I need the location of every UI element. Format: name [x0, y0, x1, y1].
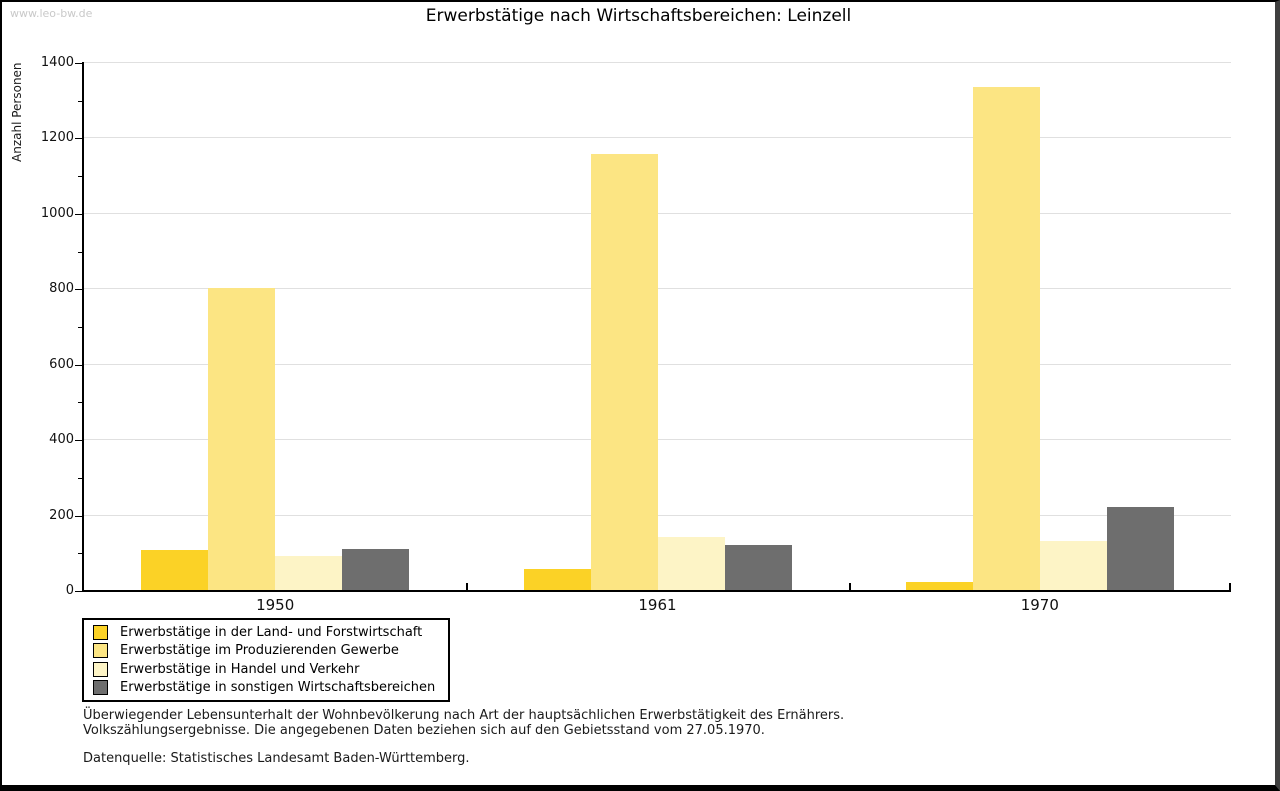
gridline-600 [84, 363, 1231, 365]
legend-item-1: Erwerbstätige in der Land- und Forstwirt… [93, 624, 448, 640]
gridline-1200 [84, 137, 1231, 139]
y-minor-tick [78, 251, 82, 253]
gridline-800 [84, 288, 1231, 290]
y-major-tick [75, 440, 82, 442]
y-minor-tick [78, 477, 82, 479]
x-tick-label-1950: 1950 [256, 596, 295, 614]
bar-1961-series3 [657, 537, 725, 590]
bar-1970-series2 [972, 86, 1040, 590]
x-axis-tick [848, 583, 851, 590]
legend-swatch-icon [93, 661, 108, 677]
bar-1961-series4 [724, 544, 792, 590]
legend-label: Erwerbstätige in sonstigen Wirtschaftsbe… [120, 680, 436, 696]
x-axis-tick [466, 583, 469, 590]
y-major-tick [75, 591, 82, 592]
x-tick-label-1961: 1961 [638, 596, 677, 614]
gridline-1400 [84, 62, 1231, 63]
y-minor-tick [78, 402, 82, 404]
x-axis-labels: 1950 1961 1970 [84, 596, 1231, 614]
legend-label: Erwerbstätige im Produzierenden Gewerbe [120, 643, 399, 659]
bar-1950-series1 [141, 550, 209, 590]
gridline-1000 [84, 212, 1231, 214]
y-major-tick [75, 515, 82, 517]
gridline-400 [84, 439, 1231, 441]
footer-notes: Überwiegender Lebensunterhalt der Wohnbe… [83, 708, 844, 766]
y-major-tick [75, 213, 82, 215]
footer-line-2: Volkszählungsergebnisse. Die angegebenen… [83, 723, 765, 738]
footer-line-1: Überwiegender Lebensunterhalt der Wohnbe… [83, 708, 845, 723]
y-tick-label-400: 400 [49, 432, 74, 448]
legend: Erwerbstätige in der Land- und Forstwirt… [82, 618, 450, 702]
y-minor-tick [78, 176, 82, 178]
y-tick-label-200: 200 [49, 507, 74, 523]
bar-1970-series1 [905, 582, 973, 590]
y-major-tick [75, 289, 82, 291]
legend-label: Erwerbstätige in Handel und Verkehr [120, 661, 360, 677]
y-tick-label-800: 800 [49, 281, 74, 297]
legend-item-2: Erwerbstätige im Produzierenden Gewerbe [93, 643, 448, 659]
y-tick-label-1200: 1200 [40, 130, 74, 146]
y-tick-label-0: 0 [65, 583, 74, 598]
y-tick-label-1400: 1400 [40, 55, 74, 70]
x-tick-label-1970: 1970 [1020, 596, 1059, 614]
bar-1950-series4 [342, 548, 410, 590]
y-major-tick [75, 138, 82, 140]
bar-1961-series1 [523, 569, 591, 590]
legend-swatch-icon [93, 624, 108, 640]
legend-item-3: Erwerbstätige in Handel und Verkehr [93, 661, 448, 677]
bar-1950-series2 [208, 288, 276, 590]
y-minor-tick [78, 100, 82, 102]
bar-1961-series2 [590, 154, 658, 590]
y-major-tick [75, 364, 82, 366]
y-tick-label-600: 600 [49, 356, 74, 372]
legend-swatch-icon [93, 680, 108, 696]
legend-item-4: Erwerbstätige in sonstigen Wirtschaftsbe… [93, 680, 448, 696]
bar-1950-series3 [275, 556, 343, 590]
y-tick-label-1000: 1000 [40, 205, 74, 221]
legend-label: Erwerbstätige in der Land- und Forstwirt… [120, 624, 423, 640]
y-major-tick [75, 63, 82, 64]
watermark: www.leo-bw.de [10, 7, 93, 20]
y-minor-tick [78, 327, 82, 328]
chart-title: Erwerbstätige nach Wirtschaftsbereichen:… [425, 6, 852, 26]
gridline-200 [84, 514, 1231, 516]
x-axis-tick [1229, 583, 1231, 590]
plot-area [82, 62, 1231, 592]
footer-source: Datenquelle: Statistisches Landesamt Bad… [83, 751, 470, 766]
y-minor-tick [78, 553, 82, 555]
bar-1970-series4 [1106, 507, 1174, 590]
legend-swatch-icon [93, 643, 108, 659]
bar-1970-series3 [1039, 540, 1107, 590]
y-axis-ticks: 0 200 400 600 800 1000 1200 1400 [2, 55, 82, 598]
